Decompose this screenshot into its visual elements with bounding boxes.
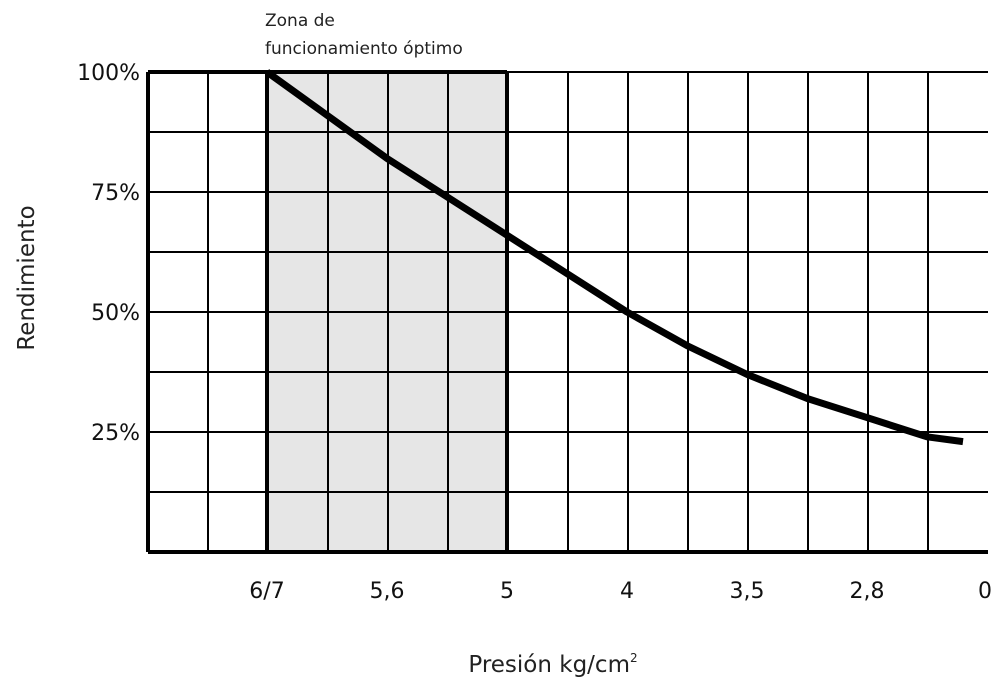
y-tick-label: 50%	[91, 301, 140, 326]
x-tick-label: 5	[500, 579, 514, 604]
series-layer	[264, 69, 964, 446]
y-tick-label: 25%	[91, 421, 140, 446]
grid	[148, 72, 988, 552]
optimal-zone-label-line1: Zona de	[265, 11, 335, 31]
x-tick-label: 0	[978, 579, 992, 604]
x-axis-title-text: Presión kg/cm	[468, 652, 630, 678]
optimal-zone-label-line2: funcionamiento óptimo	[265, 39, 463, 59]
y-tick-label: 75%	[91, 181, 140, 206]
y-axis-title: Rendimiento	[14, 205, 40, 350]
x-tick-label: 2,8	[850, 579, 885, 604]
x-axis-title: Presión kg/cm2	[468, 651, 637, 678]
x-tick-label: 6/7	[249, 579, 284, 604]
optimal-zone: Zona de funcionamiento óptimo	[265, 11, 507, 552]
plot-frame	[146, 70, 988, 554]
x-tick-label: 3,5	[730, 579, 765, 604]
x-tick-label: 5,6	[370, 579, 405, 604]
x-axis-title-superscript: 2	[630, 651, 638, 665]
x-tick-label: 4	[620, 579, 634, 604]
y-tick-label: 100%	[77, 61, 140, 86]
series-line-0	[264, 69, 964, 446]
y-tick-labels: 100% 75% 50% 25%	[77, 61, 140, 446]
x-tick-labels: 6/7 5,6 5 4 3,5 2,8 0	[249, 579, 992, 604]
